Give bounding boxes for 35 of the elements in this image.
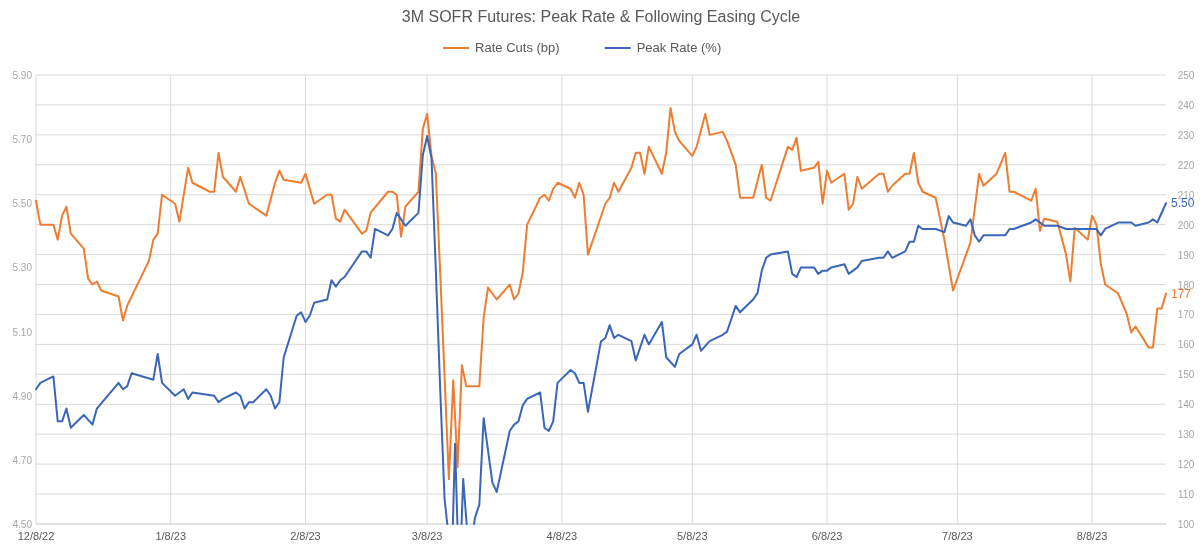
y2-tick-label: 120 [1177, 459, 1195, 471]
y-tick-label: 5.90 [12, 70, 33, 81]
y-tick-label: 4.70 [12, 454, 33, 466]
y-tick-label: 5.30 [12, 262, 33, 274]
x-tick-label: 7/8/23 [942, 530, 973, 542]
legend-label: Rate Cuts (bp) [475, 40, 560, 55]
y2-tick-label: 200 [1177, 219, 1195, 231]
y2-tick-label: 110 [1178, 489, 1195, 501]
y2-tick-label: 240 [1177, 99, 1195, 111]
y-tick-label: 4.50 [12, 519, 33, 530]
y2-tick-label: 100 [1177, 519, 1195, 530]
x-tick-label: 5/8/23 [676, 530, 708, 542]
x-tick-label: 12/8/22 [17, 530, 55, 542]
y2-tick-label: 250 [1177, 70, 1195, 81]
line-series [35, 106, 1167, 481]
x-tick-label: 2/8/23 [290, 530, 321, 542]
y2-tick-label: 190 [1177, 249, 1195, 261]
chart-title: 3M SOFR Futures: Peak Rate & Following Easing Cycle [401, 8, 801, 25]
y-tick-label: 5.70 [12, 134, 33, 146]
x-tick-label: 6/8/23 [811, 530, 843, 542]
y2-tick-label: 130 [1177, 429, 1195, 441]
y2-tick-label: 140 [1177, 399, 1195, 411]
x-tick-label: 1/8/23 [155, 530, 187, 542]
x-tick-label: 8/8/23 [1076, 530, 1108, 542]
x-tick-label: 3/8/23 [411, 530, 443, 542]
y2-tick-label: 160 [1177, 339, 1195, 351]
y2-tick-label: 230 [1177, 129, 1195, 141]
y-tick-label: 5.50 [12, 198, 33, 210]
y-tick-label: 5.10 [12, 326, 33, 338]
y2-tick-label: 220 [1177, 159, 1195, 171]
y2-tick-label: 170 [1177, 309, 1195, 321]
y-tick-label: 4.90 [12, 390, 33, 402]
x-tick-label: 4/8/23 [546, 530, 578, 542]
legend-label: Peak Rate (%) [636, 40, 722, 55]
y2-tick-label: 150 [1177, 369, 1195, 381]
